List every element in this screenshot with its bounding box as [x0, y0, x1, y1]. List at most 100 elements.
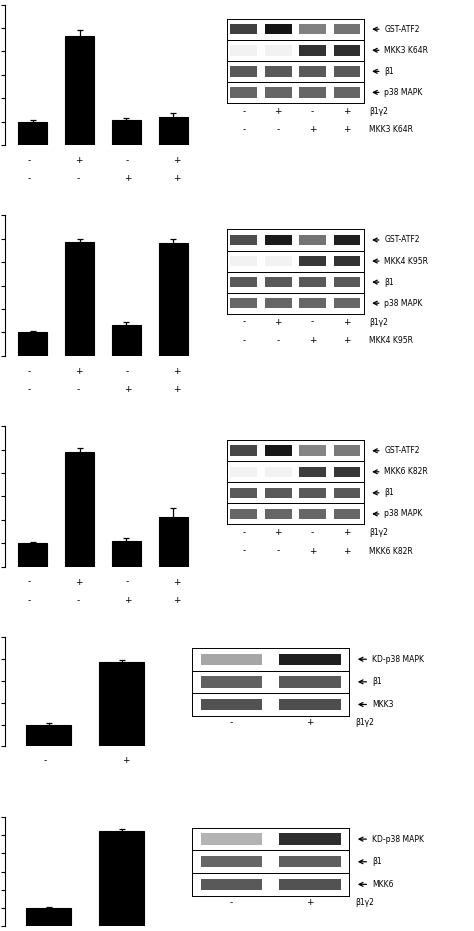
Bar	[18, 122, 47, 145]
Text: MKK3: MKK3	[372, 700, 393, 709]
Bar	[230, 256, 257, 266]
Text: GST-ATF2: GST-ATF2	[384, 236, 419, 245]
Text: MKK3 K64R: MKK3 K64R	[384, 46, 428, 55]
Text: +: +	[75, 577, 82, 587]
Bar	[230, 466, 257, 477]
Bar	[299, 466, 326, 477]
Bar	[334, 88, 360, 98]
Text: -: -	[230, 718, 233, 727]
Text: -: -	[27, 596, 31, 605]
Text: -: -	[27, 156, 31, 165]
Text: +: +	[124, 174, 131, 183]
Bar	[279, 879, 340, 890]
Text: -: -	[311, 529, 314, 537]
Bar	[334, 298, 360, 308]
Bar	[265, 256, 292, 266]
Text: -: -	[242, 107, 246, 115]
Bar	[26, 724, 71, 747]
Text: β1γ2: β1γ2	[369, 107, 388, 115]
Bar	[265, 466, 292, 477]
Bar	[230, 45, 257, 56]
Text: -: -	[242, 546, 246, 556]
Text: β1: β1	[372, 678, 382, 686]
Text: -: -	[242, 125, 246, 134]
Text: GST-ATF2: GST-ATF2	[384, 446, 419, 455]
Bar	[299, 446, 326, 456]
Bar	[265, 66, 292, 76]
Text: +: +	[309, 125, 316, 134]
Text: +: +	[343, 336, 351, 344]
Bar	[334, 466, 360, 477]
Bar	[334, 488, 360, 498]
Text: -: -	[126, 367, 129, 376]
Text: +: +	[75, 156, 82, 165]
Bar	[201, 654, 262, 665]
Bar	[265, 488, 292, 498]
Text: -: -	[27, 385, 31, 394]
Bar	[99, 830, 145, 926]
Text: -: -	[43, 756, 46, 765]
Text: β1: β1	[384, 67, 394, 75]
Bar	[201, 699, 262, 710]
Bar	[334, 256, 360, 266]
Bar	[112, 541, 141, 567]
Text: +: +	[343, 125, 351, 134]
Text: β1γ2: β1γ2	[369, 317, 388, 327]
Bar	[265, 45, 292, 56]
Bar	[279, 857, 340, 868]
Text: +: +	[173, 385, 181, 394]
Text: +: +	[173, 174, 181, 183]
Bar	[230, 446, 257, 456]
Text: MKK6: MKK6	[372, 880, 393, 889]
Bar	[159, 518, 188, 567]
Text: -: -	[311, 317, 314, 327]
Bar	[299, 256, 326, 266]
Text: -: -	[242, 317, 246, 327]
Bar	[230, 298, 257, 308]
Bar	[230, 24, 257, 34]
Bar	[334, 446, 360, 456]
Bar	[299, 298, 326, 308]
Bar	[65, 242, 94, 356]
Bar	[299, 235, 326, 245]
Text: +: +	[124, 596, 131, 605]
Text: KD-p38 MAPK: KD-p38 MAPK	[372, 834, 424, 843]
Text: p38 MAPK: p38 MAPK	[384, 509, 423, 519]
Text: +: +	[173, 367, 181, 376]
Text: -: -	[27, 367, 31, 376]
Text: +: +	[274, 317, 282, 327]
Bar	[265, 235, 292, 245]
Bar	[65, 452, 94, 567]
Bar	[159, 117, 188, 145]
Bar	[201, 676, 262, 687]
Text: -: -	[126, 577, 129, 587]
Text: +: +	[343, 529, 351, 537]
Text: +: +	[306, 897, 314, 907]
Bar	[265, 446, 292, 456]
Text: +: +	[306, 718, 314, 727]
Text: KD-p38 MAPK: KD-p38 MAPK	[372, 654, 424, 664]
Text: p38 MAPK: p38 MAPK	[384, 299, 423, 307]
Text: -: -	[126, 156, 129, 165]
Bar	[334, 508, 360, 519]
Text: β1: β1	[384, 489, 394, 497]
Bar	[334, 277, 360, 288]
Text: -: -	[27, 174, 31, 183]
Text: -: -	[230, 897, 233, 907]
Bar	[334, 66, 360, 76]
Text: MKK6 K82R: MKK6 K82R	[369, 546, 413, 556]
Bar	[65, 36, 94, 145]
Text: MKK4 K95R: MKK4 K95R	[369, 336, 413, 344]
Text: -: -	[277, 125, 280, 134]
Bar	[334, 45, 360, 56]
Bar	[201, 879, 262, 890]
Bar	[279, 833, 340, 844]
Text: β1: β1	[372, 857, 382, 866]
Bar	[18, 543, 47, 567]
Bar	[230, 88, 257, 98]
Text: -: -	[277, 336, 280, 344]
Text: MKK3 K64R: MKK3 K64R	[369, 125, 413, 134]
Text: GST-ATF2: GST-ATF2	[384, 25, 419, 34]
Bar	[18, 332, 47, 356]
Bar	[230, 235, 257, 245]
